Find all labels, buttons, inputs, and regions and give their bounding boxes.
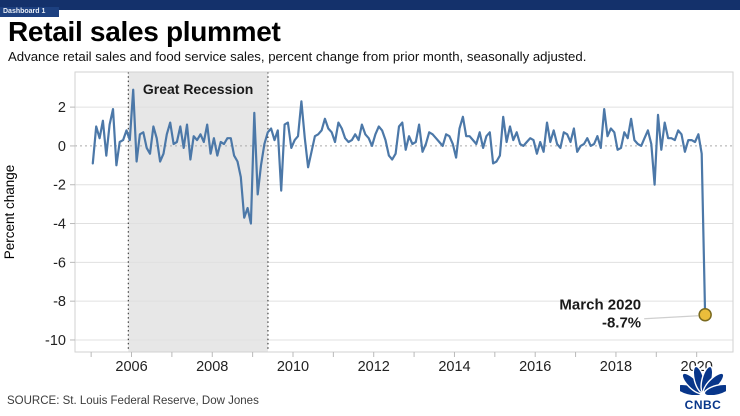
chart-subtitle: Advance retail sales and food service sa… (8, 49, 587, 64)
recession-band-label: Great Recession (143, 81, 254, 97)
cnbc-logo: CNBC (674, 365, 732, 412)
annotation-value: -8.7% (602, 315, 641, 332)
y-tick-label: -10 (45, 333, 66, 349)
x-tick-label: 2006 (115, 359, 147, 375)
x-tick-label: 2008 (196, 359, 228, 375)
retail-sales-series-line[interactable] (91, 88, 707, 316)
x-tick-label: 2012 (358, 359, 390, 375)
y-axis-title: Percent change (2, 165, 17, 260)
x-tick-label: 2018 (600, 359, 632, 375)
annotation-title: March 2020 (559, 297, 641, 314)
x-tick-label: 2010 (277, 359, 309, 375)
y-tick-label: -4 (53, 217, 66, 233)
dashboard-tab-label: Dashboard 1 (3, 8, 46, 15)
annotation-connector-line (644, 315, 699, 320)
march-2020-marker[interactable] (698, 307, 712, 322)
window-titlebar: Dashboard 1 (0, 0, 740, 17)
y-tick-label: -6 (53, 255, 66, 271)
y-tick-label: -2 (53, 178, 66, 194)
chart-title: Retail sales plummet (8, 16, 281, 47)
cnbc-peacock-icon (674, 365, 732, 397)
x-tick-label: 2014 (438, 359, 470, 375)
plot-border (74, 71, 734, 353)
y-tick-label: 2 (58, 100, 66, 116)
dashboard-tab[interactable]: Dashboard 1 (0, 7, 60, 17)
retail-sales-line-chart: 2 0 -2 -4 -6 -8 -10 2006 2008 2010 2012 2014 2016 201… (2, 71, 734, 375)
y-tick-label: 0 (58, 139, 66, 155)
cnbc-logo-text: CNBC (684, 398, 722, 412)
source-note: SOURCE: St. Louis Federal Reserve, Dow J… (7, 395, 259, 407)
y-tick-label: -8 (53, 294, 66, 310)
x-tick-label: 2016 (519, 359, 551, 375)
